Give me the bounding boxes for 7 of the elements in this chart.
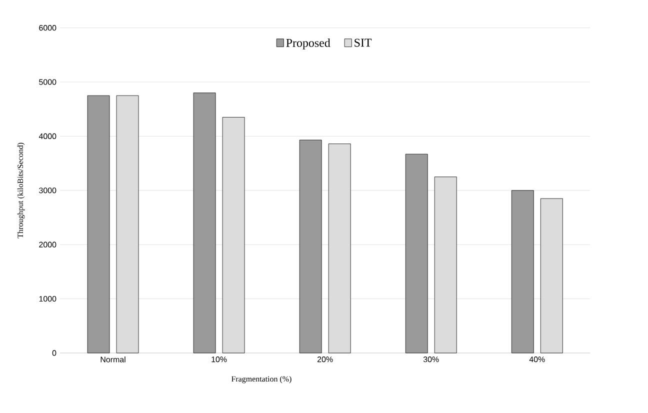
bar — [299, 140, 322, 354]
legend-label: SIT — [354, 38, 372, 47]
bar — [193, 92, 216, 354]
bar — [405, 154, 428, 354]
bar — [87, 95, 110, 354]
legend-label: Proposed — [286, 38, 330, 50]
bar — [511, 190, 534, 354]
